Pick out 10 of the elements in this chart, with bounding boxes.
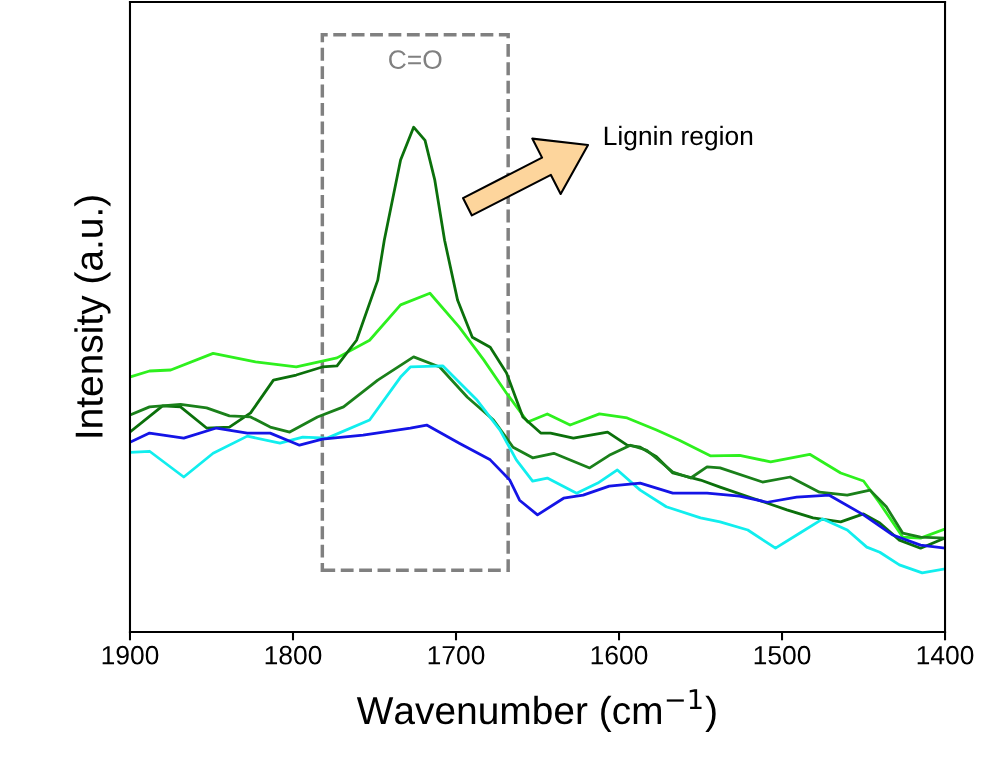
x-axis-title: Wavenumber (cm$^{−1}$) <box>356 689 716 732</box>
x-tick-label: 1900 <box>102 645 159 665</box>
x-tick-label: 1400 <box>917 645 974 665</box>
x-tick-label: 1800 <box>265 645 322 665</box>
y-axis-title: Intensity (a.u.) <box>74 196 111 437</box>
x-tick-label: 1700 <box>428 645 485 665</box>
x-tick-label: 1600 <box>591 645 648 665</box>
text: C=O <box>389 50 442 69</box>
x-tick-label: 1500 <box>754 645 811 665</box>
annotation: Lignin region <box>604 125 753 151</box>
